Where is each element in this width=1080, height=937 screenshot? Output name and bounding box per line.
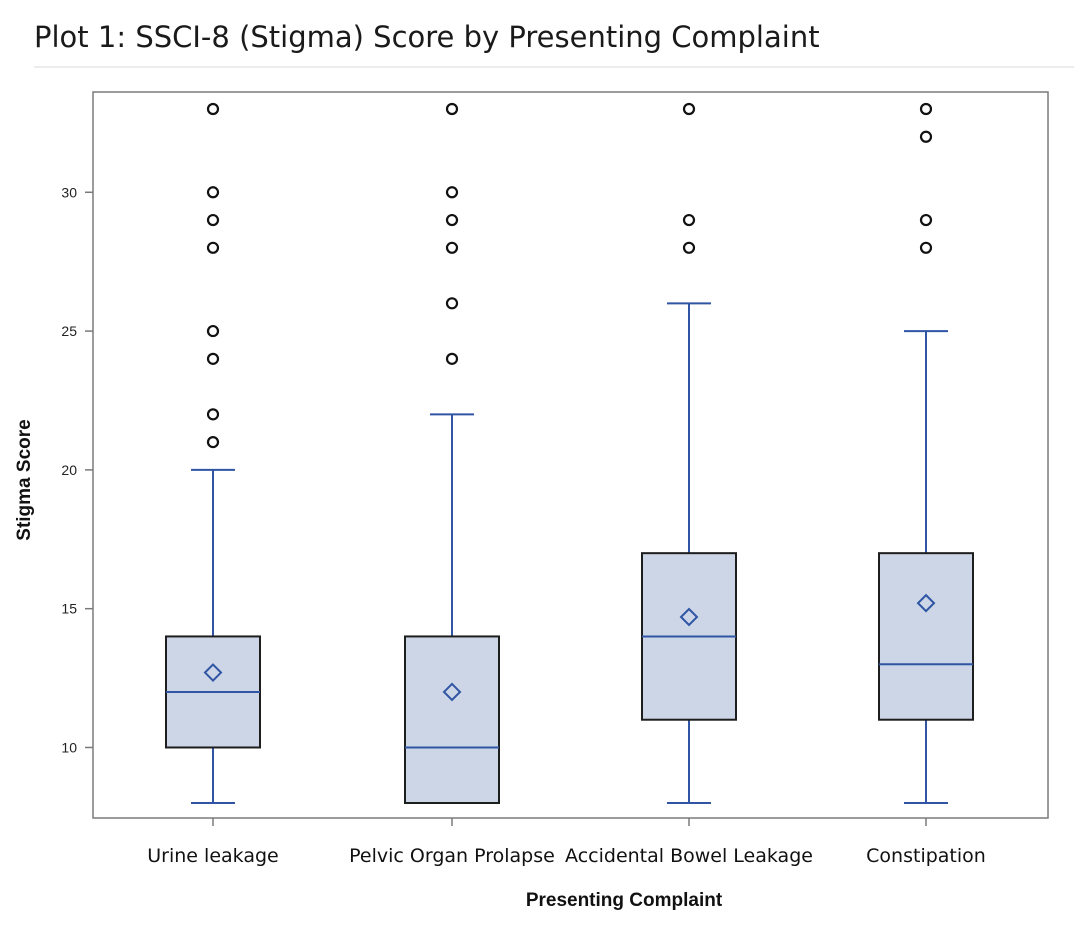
outlier-point (206, 241, 220, 254)
outlier-point (682, 213, 696, 227)
outlier-point (445, 297, 459, 310)
x-axis: Urine leakage Pelvic Organ Prolapse Accide… (147, 818, 986, 867)
outlier-point (919, 130, 933, 143)
page-title: Plot 1: SSCI-8 (Stigma) Score by Present… (34, 20, 820, 54)
y-axis-label: Stigma Score (14, 419, 35, 540)
mean-marker (203, 663, 223, 682)
box-group (878, 102, 974, 804)
mean-marker (442, 682, 462, 702)
x-tick-label: Constipation (866, 845, 986, 867)
outlier-point (206, 408, 220, 421)
outlier-point (206, 352, 220, 365)
title-divider (34, 66, 1074, 68)
outlier-point (206, 102, 220, 116)
iqr-box (404, 635, 500, 804)
box-group (404, 102, 500, 804)
y-tick-label: 20 (61, 462, 77, 478)
outlier-point (206, 186, 220, 199)
x-tick-label: Pelvic Organ Prolapse (349, 845, 555, 867)
box-series (165, 102, 974, 804)
outlier-point (919, 213, 933, 227)
outlier-point (919, 102, 933, 116)
outlier-point (445, 352, 459, 365)
y-tick-label: 30 (61, 184, 77, 200)
outlier-point (919, 241, 933, 254)
x-tick-label: Accidental Bowel Leakage (565, 845, 813, 867)
mean-marker (679, 607, 699, 627)
outlier-point (206, 436, 220, 449)
outlier-point (682, 102, 696, 116)
x-tick-label: Urine leakage (147, 845, 278, 867)
y-axis: 10 15 20 25 30 (61, 184, 93, 755)
box-group (641, 102, 737, 804)
plot-area-frame (92, 91, 1049, 819)
outlier-point (445, 213, 459, 227)
outlier-point (206, 213, 220, 227)
outlier-point (445, 102, 459, 116)
outlier-point (206, 324, 220, 338)
outlier-point (445, 186, 459, 199)
iqr-box (878, 552, 974, 721)
outlier-point (445, 241, 459, 254)
outlier-point (682, 241, 696, 254)
mean-marker (916, 593, 936, 613)
y-tick-label: 25 (61, 323, 77, 339)
box-group (165, 102, 261, 804)
y-tick-label: 15 (61, 601, 77, 617)
x-axis-label: Presenting Complaint (526, 890, 723, 911)
y-tick-label: 10 (61, 739, 77, 755)
